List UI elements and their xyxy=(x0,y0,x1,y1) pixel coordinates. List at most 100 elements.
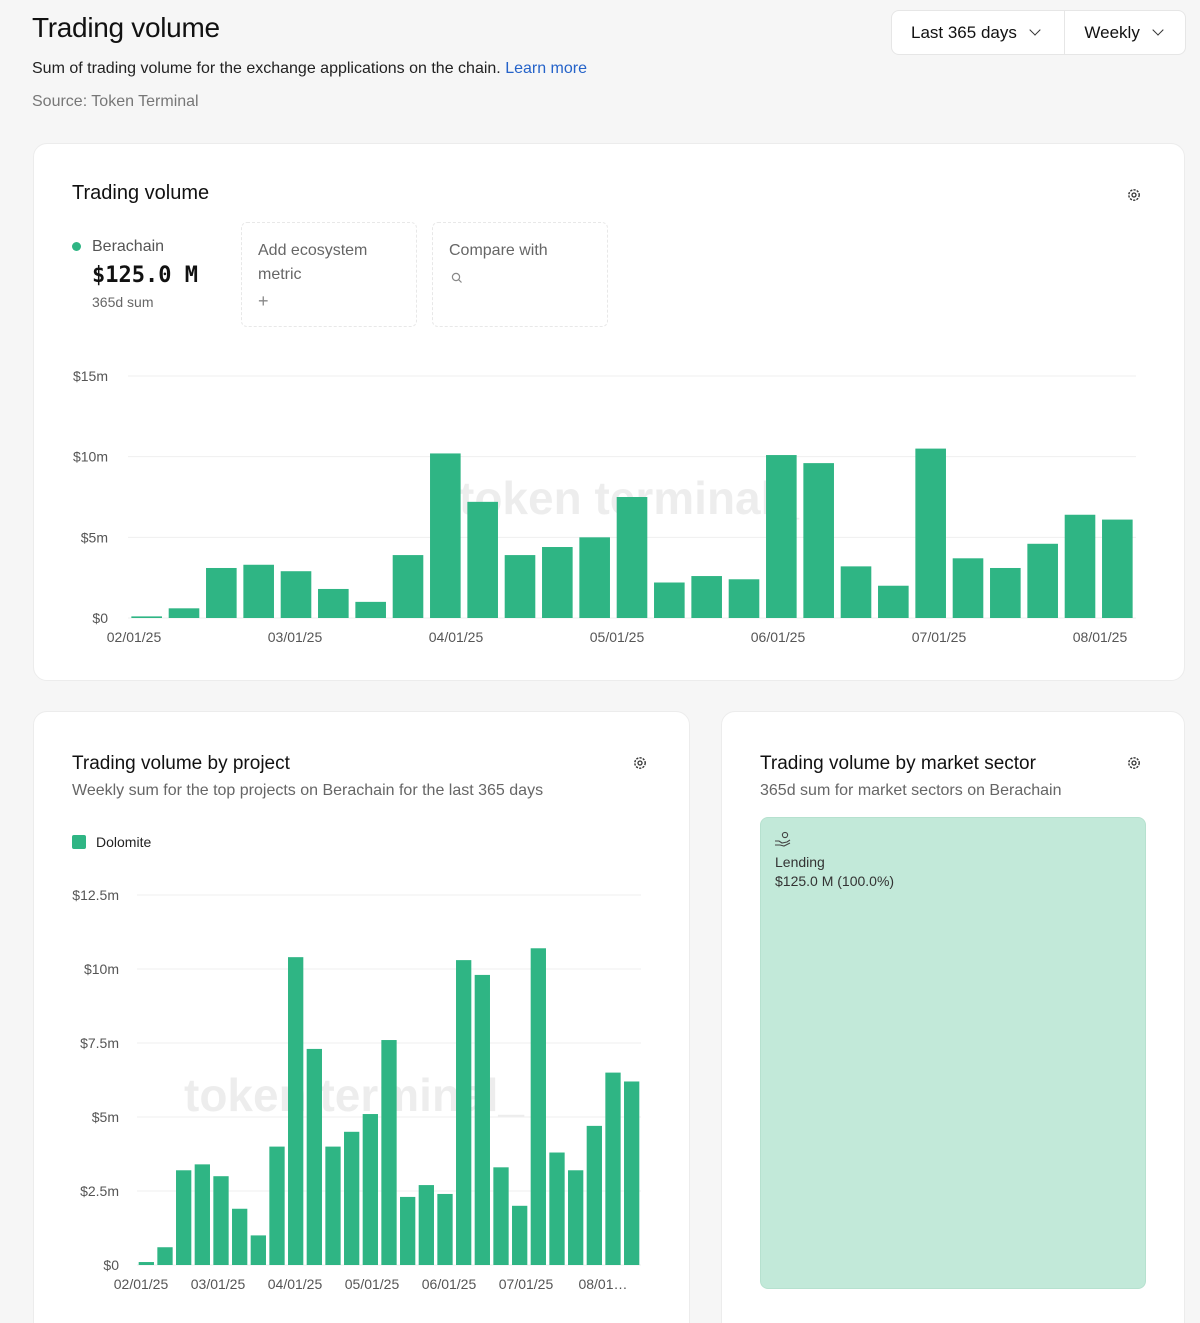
hand-coins-icon xyxy=(775,831,791,847)
compare-label: Compare with xyxy=(449,242,548,259)
x-tick-label: 08/01… xyxy=(578,1276,627,1292)
plus-icon: + xyxy=(258,291,269,311)
chart-bar xyxy=(530,948,546,1265)
chart-bar xyxy=(213,1176,229,1265)
chart-bar xyxy=(456,960,472,1265)
chart-bar xyxy=(280,571,312,618)
chain-color-dot xyxy=(72,242,81,251)
treemap-tile-lending[interactable]: Lending $125.0 M (100.0%) xyxy=(760,817,1146,1289)
gear-icon[interactable] xyxy=(1126,755,1142,771)
add-metric-box[interactable]: Add ecosystem metric + xyxy=(241,222,417,327)
search-icon xyxy=(451,272,462,283)
chart-bar xyxy=(990,567,1021,618)
chart-bar xyxy=(579,537,610,618)
chart-bar xyxy=(243,564,274,618)
gear-icon[interactable] xyxy=(632,755,648,771)
y-tick-label: $5m xyxy=(81,529,108,545)
watermark: token terminal_ xyxy=(184,1069,524,1121)
compare-box[interactable]: Compare with xyxy=(432,222,608,327)
chart-bar xyxy=(250,1235,266,1265)
x-tick-label: 04/01/25 xyxy=(268,1276,323,1292)
x-tick-label: 03/01/25 xyxy=(191,1276,246,1292)
chart-bar xyxy=(840,566,872,618)
chart-bar xyxy=(803,463,834,618)
x-tick-label: 05/01/25 xyxy=(590,629,645,645)
chart-bar xyxy=(467,501,498,618)
chart-bar xyxy=(288,957,304,1265)
chart-bar xyxy=(586,1125,602,1265)
y-tick-label: $2.5m xyxy=(80,1183,119,1199)
card-title: Trading volume by project xyxy=(72,753,290,774)
chart-bar xyxy=(157,1247,173,1265)
chart-bar xyxy=(437,1193,453,1265)
chart-bar xyxy=(654,582,685,618)
chart-bar xyxy=(512,1205,528,1265)
add-metric-label: Add ecosystem metric xyxy=(258,242,368,283)
chart-bar xyxy=(430,453,461,618)
legend-label: Dolomite xyxy=(96,834,152,850)
chart-bar xyxy=(325,1146,341,1265)
card-subtitle: 365d sum for market sectors on Berachain xyxy=(760,782,1062,799)
y-tick-label: $12.5m xyxy=(72,887,119,903)
chart-bar xyxy=(206,567,237,618)
y-tick-label: $10m xyxy=(84,961,119,977)
chart-bar xyxy=(952,558,984,618)
card-title: Trading volume xyxy=(72,182,210,204)
chart-bar xyxy=(138,1262,154,1265)
chart-bar xyxy=(504,555,536,618)
chart-bar xyxy=(131,616,162,618)
sector-value: $125.0 M (100.0%) xyxy=(775,873,895,889)
x-tick-label: 04/01/25 xyxy=(429,629,484,645)
y-tick-label: $0 xyxy=(103,1257,119,1273)
range-dropdown[interactable]: Last 365 days xyxy=(892,11,1066,54)
page-description: Sum of trading volume for the exchange a… xyxy=(32,60,587,78)
granularity-label: Weekly xyxy=(1084,22,1140,42)
chart-bar xyxy=(605,1072,621,1265)
chart-bar xyxy=(232,1208,248,1265)
y-tick-label: $0 xyxy=(92,610,108,626)
chart-bar xyxy=(568,1170,584,1265)
x-tick-label: 07/01/25 xyxy=(499,1276,554,1292)
gear-icon[interactable] xyxy=(1126,187,1142,203)
chart-bar xyxy=(728,579,760,618)
chart-bar xyxy=(1064,514,1096,618)
chart-bar xyxy=(176,1170,192,1265)
chart-bar xyxy=(1102,519,1133,618)
learn-more-link[interactable]: Learn more xyxy=(505,60,588,77)
page-source: Source: Token Terminal xyxy=(32,93,199,110)
x-tick-label: 07/01/25 xyxy=(912,629,967,645)
y-tick-label: $7.5m xyxy=(80,1035,119,1051)
chart-bar xyxy=(318,588,349,618)
chain-value: $125.0 M xyxy=(92,263,198,288)
chart-bar xyxy=(400,1196,416,1265)
chart-bar xyxy=(269,1146,285,1265)
card-title: Trading volume by market sector xyxy=(760,753,1036,774)
chart-bar xyxy=(493,1167,509,1265)
chart-bar xyxy=(306,1048,322,1265)
range-label: Last 365 days xyxy=(911,22,1017,42)
chart-bar xyxy=(766,455,797,618)
granularity-dropdown[interactable]: Weekly xyxy=(1065,11,1185,54)
sector-label: Lending xyxy=(775,854,825,870)
x-tick-label: 08/01/25 xyxy=(1073,629,1128,645)
chart-bar xyxy=(168,608,200,618)
x-tick-label: 02/01/25 xyxy=(107,629,162,645)
page-title: Trading volume xyxy=(32,12,220,43)
view-controls: Last 365 days Weekly xyxy=(891,10,1186,55)
chart-bar xyxy=(542,547,573,618)
x-tick-label: 02/01/25 xyxy=(114,1276,169,1292)
chart-bar xyxy=(392,555,424,618)
project-chart: $0 $2.5m $5m $7.5m $10m $12.5m token terminal_… xyxy=(72,887,641,1292)
sector-card: Trading volume by market sector 365d sum… xyxy=(721,711,1185,1323)
chart-bar xyxy=(878,585,909,618)
chain-sub: 365d sum xyxy=(92,294,154,310)
description-text: Sum of trading volume for the exchange a… xyxy=(32,60,501,77)
chevron-down-icon xyxy=(1152,24,1164,36)
project-card: Trading volume by project Weekly sum for… xyxy=(33,711,690,1323)
chart-bar xyxy=(381,1040,397,1265)
chevron-down-icon xyxy=(1029,24,1041,36)
x-tick-label: 03/01/25 xyxy=(268,629,323,645)
chart-bar xyxy=(474,974,490,1265)
x-tick-label: 06/01/25 xyxy=(751,629,806,645)
